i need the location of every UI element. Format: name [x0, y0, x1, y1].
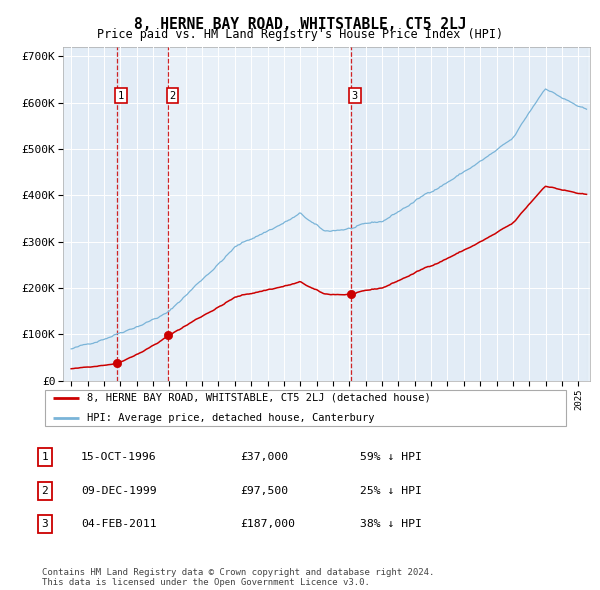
Text: 3: 3 [352, 91, 358, 101]
Text: 8, HERNE BAY ROAD, WHITSTABLE, CT5 2LJ (detached house): 8, HERNE BAY ROAD, WHITSTABLE, CT5 2LJ (… [87, 393, 431, 402]
Text: 09-DEC-1999: 09-DEC-1999 [81, 486, 157, 496]
Text: £97,500: £97,500 [240, 486, 288, 496]
Text: 04-FEB-2011: 04-FEB-2011 [81, 519, 157, 529]
Text: Contains HM Land Registry data © Crown copyright and database right 2024.
This d: Contains HM Land Registry data © Crown c… [42, 568, 434, 587]
Text: 38% ↓ HPI: 38% ↓ HPI [360, 519, 422, 529]
Text: £187,000: £187,000 [240, 519, 295, 529]
Text: 1: 1 [41, 453, 49, 462]
Text: 25% ↓ HPI: 25% ↓ HPI [360, 486, 422, 496]
Text: 2: 2 [169, 91, 176, 101]
Text: 15-OCT-1996: 15-OCT-1996 [81, 453, 157, 462]
Text: HPI: Average price, detached house, Canterbury: HPI: Average price, detached house, Cant… [87, 413, 374, 422]
Text: £37,000: £37,000 [240, 453, 288, 462]
Bar [351, 47, 587, 381]
Bar [117, 47, 169, 381]
Text: Price paid vs. HM Land Registry's House Price Index (HPI): Price paid vs. HM Land Registry's House … [97, 28, 503, 41]
FancyBboxPatch shape [44, 389, 566, 426]
Text: 3: 3 [41, 519, 49, 529]
Text: 59% ↓ HPI: 59% ↓ HPI [360, 453, 422, 462]
Bar [71, 47, 117, 381]
Text: 2: 2 [41, 486, 49, 496]
Text: 1: 1 [118, 91, 124, 101]
Text: 8, HERNE BAY ROAD, WHITSTABLE, CT5 2LJ: 8, HERNE BAY ROAD, WHITSTABLE, CT5 2LJ [134, 17, 466, 31]
